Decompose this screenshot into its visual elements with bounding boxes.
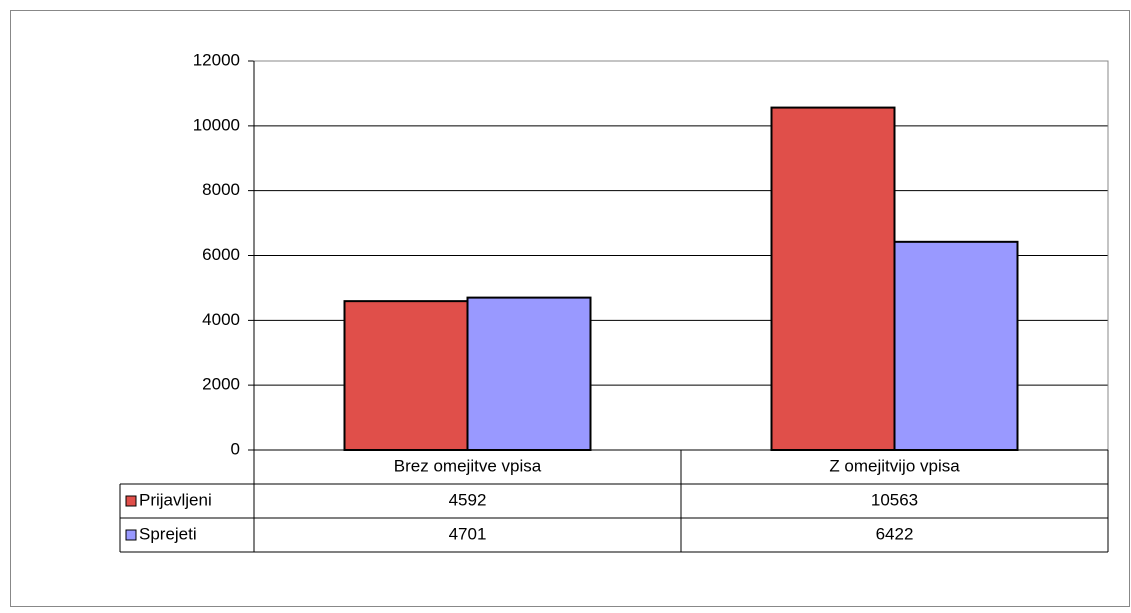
legend-label: Sprejeti — [139, 524, 197, 543]
y-tick-label: 10000 — [193, 115, 240, 134]
y-tick-label: 6000 — [202, 245, 240, 264]
bar — [893, 240, 1019, 451]
x-tick-label: Brez omejitve vpisa — [394, 456, 542, 475]
bar — [770, 106, 896, 451]
bar — [343, 300, 469, 451]
y-tick-label: 12000 — [193, 50, 240, 69]
table-value: 4592 — [449, 490, 487, 509]
table-value: 10563 — [871, 490, 918, 509]
legend-key — [125, 529, 137, 541]
legend-label: Prijavljeni — [139, 490, 212, 509]
table-value: 4701 — [449, 524, 487, 543]
x-tick-label: Z omejitvijo vpisa — [829, 456, 960, 475]
legend-key — [125, 495, 137, 507]
y-tick-label: 4000 — [202, 310, 240, 329]
y-tick-label: 0 — [231, 439, 240, 458]
y-tick-label: 2000 — [202, 375, 240, 394]
table-value: 6422 — [876, 524, 914, 543]
bar — [466, 296, 592, 451]
y-tick-label: 8000 — [202, 180, 240, 199]
